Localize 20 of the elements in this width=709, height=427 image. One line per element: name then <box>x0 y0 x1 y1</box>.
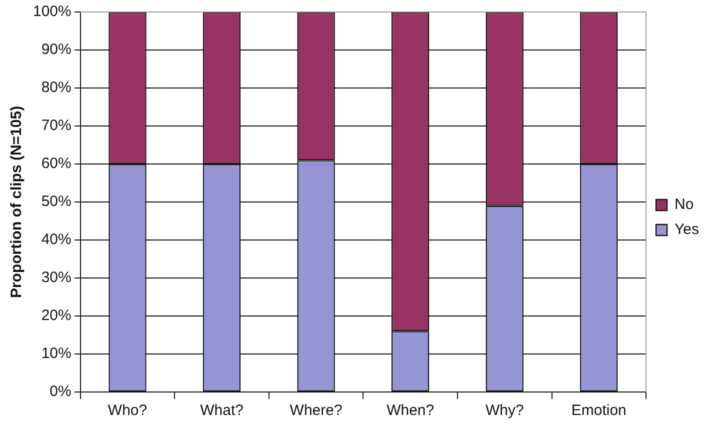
y-tick-label: 0% <box>50 383 72 400</box>
y-tick-label: 70% <box>41 117 72 134</box>
y-axis-title: Proportion of clips (N=105) <box>8 106 26 298</box>
x-tick-label: Where? <box>290 402 342 420</box>
legend-label: No <box>674 196 694 214</box>
x-tick-label: What? <box>200 402 244 420</box>
y-tick-label: 100% <box>32 3 72 20</box>
x-tick-label: Why? <box>485 402 524 420</box>
x-tick-label: Emotion <box>571 402 626 420</box>
y-tick-label: 60% <box>41 155 72 172</box>
y-tick-label: 20% <box>41 307 72 324</box>
y-tick-label: 50% <box>41 193 72 210</box>
y-tick-label: 90% <box>41 41 72 58</box>
y-tick-label: 40% <box>41 231 72 248</box>
y-tick-label: 80% <box>41 79 72 96</box>
y-tick-label: 10% <box>41 345 72 362</box>
legend-label: Yes <box>674 221 700 238</box>
x-tick-label: When? <box>386 402 434 420</box>
y-tick-label: 30% <box>41 269 72 286</box>
x-tick-label: Who? <box>108 402 148 420</box>
